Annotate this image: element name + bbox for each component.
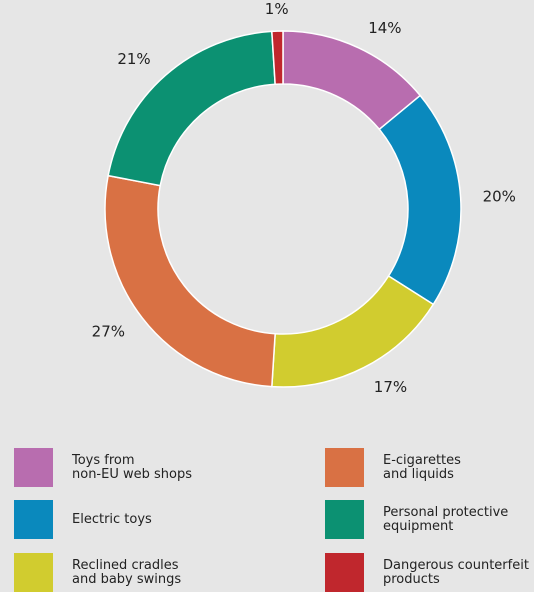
value-label-reclined-cradles: 17% [374, 378, 407, 396]
legend-label-reclined-cradles: Reclined cradles and baby swings [72, 557, 182, 587]
legend-label-electric-toys: Electric toys [72, 511, 152, 527]
legend-swatch-e-cigarettes [325, 448, 364, 487]
legend-item-reclined-cradles: Reclined cradles and baby swings [14, 553, 181, 592]
legend-swatch-electric-toys [14, 500, 53, 539]
value-label-counterfeit: 1% [265, 0, 289, 18]
legend-swatch-reclined-cradles [14, 553, 53, 592]
legend-label-counterfeit: Dangerous counterfeit products [383, 557, 529, 587]
legend-swatch-ppe [325, 500, 364, 539]
value-label-toys-non-eu: 14% [368, 19, 401, 37]
legend-item-counterfeit: Dangerous counterfeit products [325, 553, 529, 592]
value-label-e-cigarettes: 27% [92, 323, 125, 341]
legend-label-e-cigarettes: E-cigarettes and liquids [383, 452, 461, 482]
slice-reclined-cradles [271, 274, 435, 388]
legend-item-ppe: Personal protective equipment [325, 500, 508, 539]
donut-chart-svg: 14% 20% 17% 27% 21% 1% [92, 0, 516, 396]
legend-item-electric-toys: Electric toys [14, 500, 152, 539]
legend-label-toys-non-eu: Toys from non-EU web shops [72, 452, 192, 482]
value-label-electric-toys: 20% [483, 187, 516, 205]
legend-item-e-cigarettes: E-cigarettes and liquids [325, 448, 461, 487]
slice-e-cigarettes [104, 174, 276, 388]
legend: Toys from non-EU web shops Electric toys… [0, 440, 534, 592]
legend-item-toys-non-eu: Toys from non-EU web shops [14, 448, 192, 487]
legend-label-ppe: Personal protective equipment [383, 504, 509, 534]
slice-counterfeit [271, 30, 284, 86]
legend-swatch-toys-non-eu [14, 448, 53, 487]
donut-chart: 14% 20% 17% 27% 21% 1% [92, 0, 516, 396]
legend-swatch-counterfeit [325, 553, 364, 592]
value-label-ppe: 21% [117, 50, 150, 68]
slice-electric-toys [378, 94, 462, 306]
